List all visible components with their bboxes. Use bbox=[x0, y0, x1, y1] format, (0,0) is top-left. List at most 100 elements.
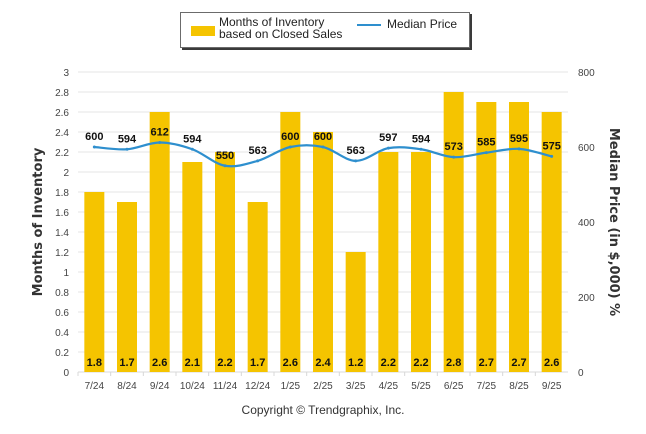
right-axis-ticks: 0 200 400 600 800 bbox=[578, 68, 595, 379]
line-point bbox=[386, 146, 390, 150]
line-value-label: 563 bbox=[346, 145, 364, 157]
line-data-labels: 600 594 612 594 550 563 600 600 563 597 594 573 585 5… bbox=[85, 127, 561, 162]
x-tick-label: 12/24 bbox=[245, 381, 270, 392]
line-value-label: 597 bbox=[379, 132, 397, 144]
line-point bbox=[550, 154, 554, 158]
bar-value-label: 2.8 bbox=[446, 357, 461, 369]
left-tick-label: 0 bbox=[63, 368, 69, 379]
x-tick-label: 7/24 bbox=[85, 381, 105, 392]
line-point bbox=[158, 141, 162, 144]
bar-value-label: 2.6 bbox=[152, 357, 167, 369]
left-tick-label: 2.8 bbox=[55, 88, 69, 99]
right-tick-label: 400 bbox=[578, 218, 595, 229]
x-tick-label: 8/24 bbox=[117, 381, 137, 392]
line-point bbox=[419, 147, 423, 151]
bar bbox=[84, 192, 105, 372]
line-value-label: 600 bbox=[281, 131, 299, 143]
copyright-text: Copyright © Trendgraphix, Inc. bbox=[241, 403, 405, 417]
bar bbox=[313, 132, 333, 372]
line-value-label: 575 bbox=[542, 140, 560, 152]
left-axis-title: Months of Inventory bbox=[31, 147, 46, 296]
line-value-label: 585 bbox=[477, 137, 495, 149]
x-tick-label: 2/25 bbox=[313, 381, 333, 392]
bar bbox=[411, 152, 431, 372]
bar-value-label: 2.2 bbox=[413, 357, 428, 369]
x-tick-label: 7/25 bbox=[477, 381, 497, 392]
left-tick-label: 1 bbox=[63, 268, 69, 279]
bar bbox=[509, 102, 529, 372]
line-point bbox=[452, 155, 456, 159]
bar-value-label: 1.7 bbox=[119, 357, 134, 369]
bar bbox=[247, 202, 268, 372]
right-tick-label: 600 bbox=[578, 143, 595, 154]
line-value-label: 550 bbox=[216, 150, 234, 162]
x-tick-label: 6/25 bbox=[444, 381, 464, 392]
x-tick-label: 8/25 bbox=[509, 381, 529, 392]
x-tick-label: 3/25 bbox=[346, 381, 366, 392]
line-point bbox=[223, 164, 227, 168]
bar bbox=[541, 112, 562, 372]
x-axis-ticks: 7/24 8/24 9/24 10/24 11/24 12/24 1/25 2/25 3/25 4… bbox=[77, 372, 562, 392]
legend: Months of Inventory based on Closed Sale… bbox=[180, 12, 470, 48]
right-tick-label: 200 bbox=[578, 293, 595, 304]
bar-value-label: 2.6 bbox=[544, 357, 559, 369]
legend-line-swatch bbox=[357, 24, 381, 26]
line-point bbox=[256, 159, 260, 163]
bar-value-label: 1.7 bbox=[250, 357, 265, 369]
legend-line-label: Median Price bbox=[387, 17, 458, 31]
bar-value-label: 2.4 bbox=[315, 357, 331, 369]
line-value-label: 600 bbox=[314, 131, 332, 143]
line-point bbox=[321, 145, 325, 149]
x-tick-label: 10/24 bbox=[180, 381, 205, 392]
bar bbox=[117, 202, 137, 372]
bar-value-label: 2.7 bbox=[511, 357, 526, 369]
left-tick-label: 0.2 bbox=[55, 348, 69, 359]
bar bbox=[149, 112, 170, 372]
bar-series bbox=[84, 92, 562, 372]
left-tick-label: 2 bbox=[63, 168, 69, 179]
x-tick-label: 11/24 bbox=[213, 381, 238, 392]
bar-value-label: 1.2 bbox=[348, 357, 363, 369]
left-tick-label: 1.4 bbox=[55, 228, 69, 239]
line-value-label: 594 bbox=[183, 133, 202, 145]
x-tick-label: 9/24 bbox=[150, 381, 170, 392]
bar-value-label: 2.2 bbox=[217, 357, 232, 369]
left-tick-label: 2.6 bbox=[55, 108, 69, 119]
left-tick-label: 3 bbox=[63, 68, 69, 79]
x-tick-label: 9/25 bbox=[542, 381, 562, 392]
right-tick-label: 0 bbox=[578, 368, 584, 379]
line-point bbox=[484, 151, 488, 155]
line-value-label: 612 bbox=[150, 127, 168, 139]
left-tick-label: 2.4 bbox=[55, 128, 69, 139]
bar-value-label: 2.1 bbox=[185, 357, 200, 369]
bar bbox=[280, 112, 301, 372]
line-value-label: 563 bbox=[248, 145, 266, 157]
x-tick-label: 1/25 bbox=[281, 381, 301, 392]
left-tick-label: 1.8 bbox=[55, 188, 69, 199]
left-tick-label: 2.2 bbox=[55, 148, 69, 159]
bar bbox=[378, 152, 399, 372]
left-tick-label: 0.6 bbox=[55, 308, 69, 319]
line-value-label: 594 bbox=[118, 133, 137, 145]
bar bbox=[215, 152, 235, 372]
right-tick-label: 800 bbox=[578, 68, 595, 79]
bar-value-label: 2.7 bbox=[479, 357, 494, 369]
line-point bbox=[190, 147, 194, 151]
line-value-label: 600 bbox=[85, 131, 103, 143]
line-point bbox=[517, 147, 521, 151]
bar bbox=[345, 252, 366, 372]
bar-value-label: 2.2 bbox=[381, 357, 396, 369]
left-axis-ticks: 0 0.2 0.4 0.6 0.8 1 1.2 1.4 1.6 1.8 2 2.2 2.4 2.6 2.8 3 bbox=[55, 68, 69, 379]
x-tick-label: 5/25 bbox=[411, 381, 431, 392]
right-axis-title: Median Price (in $,000) % bbox=[606, 128, 621, 316]
bar-value-label: 1.8 bbox=[87, 357, 102, 369]
line-series bbox=[92, 141, 554, 168]
line-point bbox=[92, 145, 96, 149]
legend-bar-swatch bbox=[191, 26, 215, 36]
left-tick-label: 0.8 bbox=[55, 288, 69, 299]
bar-value-label: 2.6 bbox=[283, 357, 298, 369]
left-tick-label: 1.2 bbox=[55, 248, 69, 259]
bar bbox=[182, 162, 203, 372]
x-tick-label: 4/25 bbox=[379, 381, 399, 392]
